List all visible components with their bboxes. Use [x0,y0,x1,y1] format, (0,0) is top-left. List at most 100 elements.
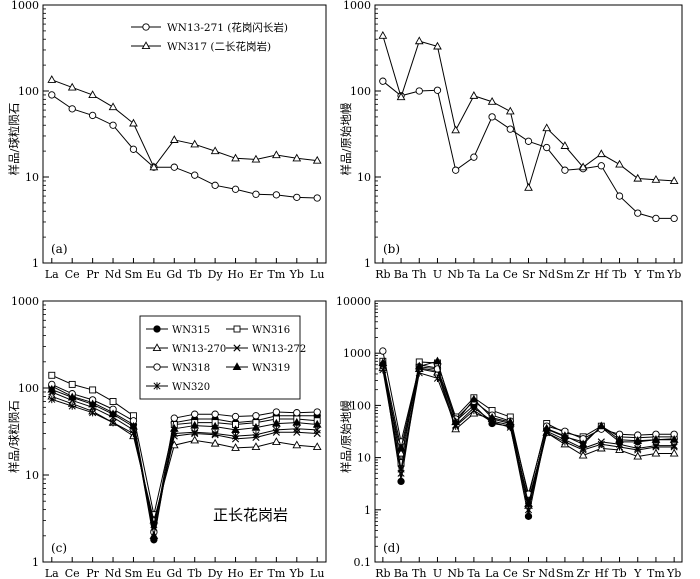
data-point [415,369,423,377]
data-point [615,159,624,168]
y-tick-label: 0.1 [354,556,372,569]
data-point [272,426,280,434]
data-point [170,163,178,171]
legend-label: WN315 [172,325,210,336]
data-point [313,426,321,434]
data-point [652,214,660,223]
x-tick-label: Pr [86,567,99,579]
x-tick-label: Sm [556,567,575,579]
data-point [190,420,200,429]
data-point [596,421,606,430]
legend: WN13-271 (花岗闪长岩) WN317 (二长花岗岩) [131,21,288,53]
data-point [379,77,387,85]
data-point [89,409,97,417]
data-point [67,392,77,401]
series-WN320 [48,395,321,529]
data-point [293,409,301,417]
data-point [129,421,138,430]
data-point [292,440,302,449]
y-tick-label: 100 [350,85,371,98]
series-WN13-272 [379,361,678,505]
data-point [524,183,533,191]
legend: WN315 WN316 WN13-270 WN13-272 WN318 WN319 WN32… [139,315,306,400]
x-tick-label: Sr [522,567,536,579]
series-line [382,80,675,219]
y-tick-label: 1 [364,504,371,517]
data-point [252,190,260,198]
data-point [579,446,587,454]
data-point [129,145,138,153]
x-tick-label: La [45,268,59,281]
series-WN316 [379,357,678,500]
data-point [68,402,76,410]
x-tick-label: Yb [666,268,681,281]
data-point [67,82,77,91]
x-tick-label: Lu [310,268,324,281]
data-point [190,139,200,148]
data-point [415,87,423,95]
series-WN319 [47,384,322,539]
data-point [596,149,606,158]
legend-marker [233,344,241,352]
legend-label: WN318 [172,363,210,374]
x-tick-label: Tb [188,567,202,579]
series-WN320 [379,366,678,514]
data-point [272,437,281,445]
legend-label: WN316 [252,325,290,336]
x-tick-label: La [485,567,499,579]
legend-label: WN13-272 [252,344,306,355]
data-point [633,451,643,460]
x-tick-label: Tm [647,268,665,281]
data-point [252,431,260,439]
x-tick-label: Tm [267,268,285,281]
data-point [88,90,97,98]
x-tick-label: Tb [612,567,626,579]
series-WN319 [378,356,679,507]
series-line [382,350,675,497]
legend-marker [233,325,241,333]
data-point [149,531,159,539]
data-point [251,442,261,451]
x-tick-label: Nd [105,567,122,579]
y-tick-label: 1000 [11,295,39,308]
data-point [670,443,678,451]
data-point [210,421,220,430]
x-tick-label: Rb [375,268,390,281]
data-point [542,123,552,132]
series-line [382,365,675,501]
x-tick-label: Sr [522,268,536,281]
series-line [51,391,318,528]
x-tick-label: Ce [503,268,518,281]
data-point [48,371,56,379]
data-point [251,154,261,163]
x-tick-label: Ho [227,268,244,281]
data-point [488,418,496,426]
data-point [170,414,178,422]
legend-label: WN320 [172,382,210,393]
y-tick-label: 1 [364,257,371,270]
plot-frame [42,4,327,264]
data-point [378,358,388,367]
data-point [487,97,497,105]
legend-marker [152,343,162,352]
series-WN13-271 (花岗闪长岩) [48,91,321,202]
data-point [396,443,406,452]
data-point [433,86,442,94]
chart-c: 1 10 100 1000 La Ce Pr Nd Sm Eu Gd Tb Dy Ho Er Tm Yb Lu 样品… [7,295,327,579]
x-tick-label: U [433,567,442,579]
x-tick-label: Ta [467,567,480,579]
data-point [109,121,117,129]
data-point [524,506,533,514]
legend-label: WN13-270 [172,344,226,355]
x-tick-label: Pr [86,268,99,281]
x-tick-label: Hf [594,268,609,281]
series-line [51,398,318,525]
y-axis-label: 样品/球粒陨石 [7,103,21,176]
data-point [470,406,478,415]
x-tick-label: Th [412,268,426,281]
data-point [231,443,240,451]
data-point [211,410,219,418]
data-point [109,398,117,405]
data-point [651,435,661,443]
